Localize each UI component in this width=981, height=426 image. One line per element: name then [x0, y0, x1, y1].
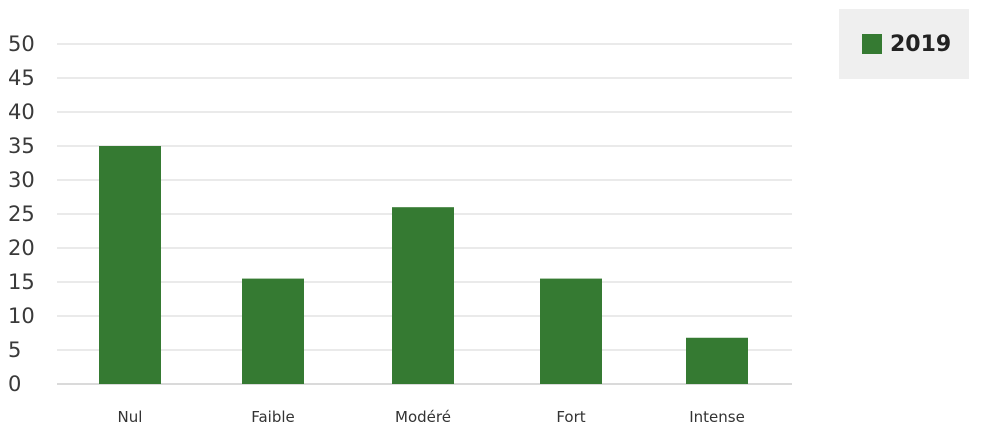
x-category-label: Intense [689, 408, 745, 426]
bar-faible [242, 278, 304, 384]
y-tick-label: 15 [8, 270, 35, 294]
bar-nul [99, 146, 161, 384]
y-tick-label: 25 [8, 202, 35, 226]
bar-modéré [392, 207, 454, 384]
x-axis-category-labels: Nul Faible Modéré Fort Intense [118, 408, 745, 426]
y-tick-label: 5 [8, 338, 21, 362]
y-tick-label: 40 [8, 100, 35, 124]
y-axis-tick-labels: 0 5 10 15 20 25 30 35 40 45 50 [8, 32, 35, 396]
y-tick-label: 35 [8, 134, 35, 158]
bars [99, 146, 748, 384]
y-tick-label: 10 [8, 304, 35, 328]
legend: 2019 [839, 9, 969, 79]
bar-intense [686, 337, 748, 384]
y-tick-label: 50 [8, 32, 35, 56]
legend-label: 2019 [890, 31, 952, 57]
x-category-label: Modéré [395, 408, 451, 426]
legend-swatch [862, 34, 882, 54]
y-tick-label: 45 [8, 66, 35, 90]
x-category-label: Nul [118, 408, 143, 426]
x-category-label: Faible [251, 408, 295, 426]
y-tick-label: 0 [8, 372, 21, 396]
y-tick-label: 30 [8, 168, 35, 192]
x-category-label: Fort [556, 408, 585, 426]
bar-fort [540, 278, 602, 384]
y-tick-label: 20 [8, 236, 35, 260]
